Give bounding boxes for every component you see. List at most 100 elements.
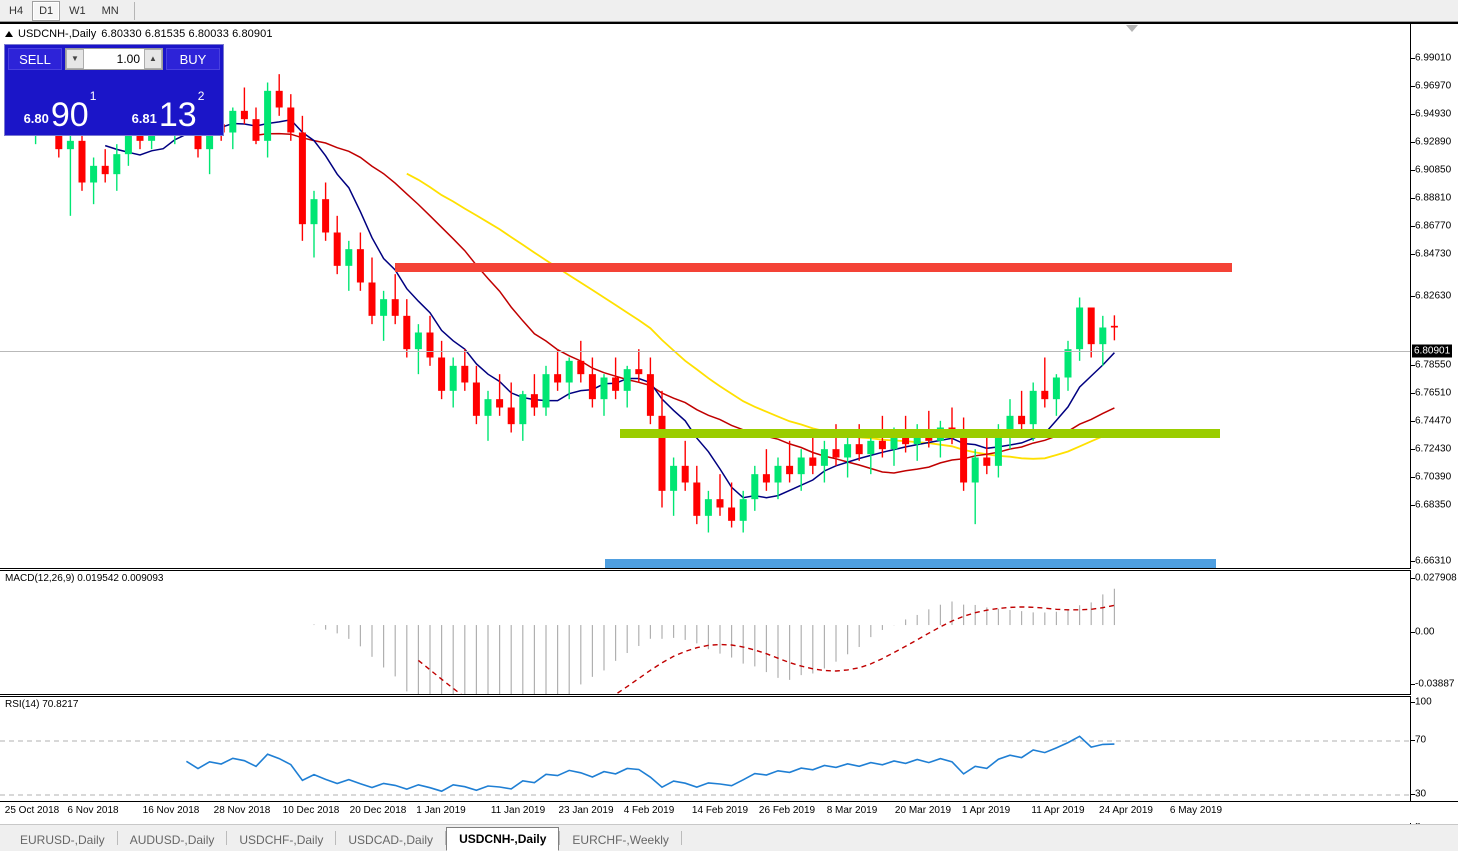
price-pane[interactable] [0,24,1410,569]
price-scale-label: 6.99010 [1415,52,1452,64]
price-scale-tick [1411,449,1415,450]
volume-decrement-icon[interactable]: ▼ [66,49,84,69]
price-scale-tick [1411,254,1415,255]
price-scale-label: 6.72430 [1415,443,1452,455]
rsi-scale-label: 100 [1415,696,1432,708]
oct-toolbar: SELL ▼ 1.00 ▲ BUY [5,45,223,73]
time-scale-label: 20 Mar 2019 [894,805,952,816]
rsi-scale-tick [1411,740,1415,741]
chart-tab-eurchf[interactable]: EURCHF-,Weekly [572,833,669,847]
macd-scale[interactable]: 0.027908 0.00 -0.03887 [1410,570,1458,695]
macd-scale-label: 0.027908 [1415,572,1457,584]
time-scale-label: 4 Feb 2019 [623,805,675,816]
rsi-scale-tick [1411,794,1415,795]
tab-divider [335,831,337,845]
collapse-triangle-icon[interactable] [5,31,13,37]
price-scale-label: 6.78550 [1415,359,1452,371]
macd-scale-tick [1411,578,1415,579]
price-scale-label: 6.92890 [1415,136,1452,148]
price-scale-tick [1411,296,1415,297]
price-scale-tick [1411,142,1415,143]
price-scale-label: 6.68350 [1415,499,1452,511]
chart-tab-audusd[interactable]: AUDUSD-,Daily [129,833,215,847]
price-scale-label: 6.88810 [1415,192,1452,204]
chart-tab-usdcad[interactable]: USDCAD-,Daily [348,833,434,847]
ma-fast [104,118,1115,499]
price-scale-tick [1411,393,1415,394]
price-scale-label: 6.70390 [1415,471,1452,483]
buy-price-button[interactable]: 6.81 13 2 [116,73,220,132]
chart-tab-bar: EURUSD-,Daily AUDUSD-,Daily USDCHF-,Daily U… [0,824,1458,851]
price-scale-label: 6.94930 [1415,108,1452,120]
sell-button[interactable]: SELL [8,48,62,70]
price-scale[interactable]: 6.99010 6.96970 6.94930 6.92890 6.90850 6.888… [1410,24,1458,569]
price-scale-label: 6.76510 [1415,387,1452,399]
price-scale-label: 6.66310 [1415,555,1452,567]
price-scale-label: 6.82630 [1415,290,1452,302]
chart-tab-usdchf[interactable]: USDCHF-,Daily [239,833,324,847]
price-scale-tick [1411,365,1415,366]
price-scale-tick [1411,477,1415,478]
time-scale-label: 1 Apr 2019 [961,805,1011,816]
chart-tab-eurusd[interactable]: EURUSD-,Daily [20,833,105,847]
one-click-trading-panel[interactable]: SELL ▼ 1.00 ▲ BUY 6.80 90 1 6.81 13 2 [4,44,224,136]
chart-ohlc-values: 6.80330 6.81535 6.80033 6.80901 [101,28,273,40]
volume-increment-icon[interactable]: ▲ [144,49,162,69]
volume-value[interactable]: 1.00 [116,52,140,66]
time-scale-label: 24 Apr 2019 [1099,805,1153,816]
sell-price-fraction: 1 [89,89,97,103]
buy-price-pips: 13 [158,96,197,134]
sell-price-integer: 6.80 [23,111,49,126]
price-scale-tick [1411,226,1415,227]
price-scale-label: 6.74470 [1415,415,1452,427]
mid-level-green [620,429,1220,438]
price-scale-tick [1411,58,1415,59]
price-scale-tick [1411,505,1415,506]
tab-divider [445,831,447,845]
time-scale-label: 14 Feb 2019 [691,805,749,816]
timeframe-button-d1[interactable]: D1 [32,0,61,21]
current-price-line [0,351,1410,352]
buy-price-fraction: 2 [197,89,205,103]
time-scale-label: 28 Nov 2018 [213,805,271,816]
macd-chart [313,588,1116,694]
tab-divider [680,831,682,845]
macd-label: MACD(12,26,9) 0.019542 0.009093 [5,573,164,584]
chart-tab-usdcnh[interactable]: USDCNH-,Daily [446,827,560,851]
time-scale[interactable]: 25 Oct 2018 6 Nov 2018 16 Nov 2018 28 Nov 2… [0,801,1458,823]
price-scale-label: 6.90850 [1415,164,1452,176]
macd-scale-tick [1411,684,1415,685]
volume-stepper[interactable]: ▼ 1.00 ▲ [65,48,163,70]
time-scale-label: 6 Nov 2018 [67,805,119,816]
chart-window: USDCNH-,Daily 6.80330 6.81535 6.80033 6.… [0,22,1458,828]
tab-divider [559,831,561,845]
time-scale-label: 11 Apr 2019 [1031,805,1085,816]
price-scale-tick [1411,114,1415,115]
time-scale-label: 23 Jan 2019 [558,805,614,816]
price-scale-tick [1411,170,1415,171]
time-scale-label: 25 Oct 2018 [4,805,60,816]
time-scale-label: 1 Jan 2019 [416,805,466,816]
toolbar-divider [133,1,135,20]
price-scale-tick [1411,561,1415,562]
price-scale-tick [1411,421,1415,422]
rsi-chart [0,735,1410,796]
scroll-position-marker-icon[interactable] [1126,25,1138,32]
timeframe-button-h4[interactable]: H4 [9,4,24,17]
time-scale-label: 20 Dec 2018 [349,805,407,816]
buy-button[interactable]: BUY [166,48,220,70]
price-scale-label: 6.84730 [1415,248,1452,260]
sell-price-pips: 90 [50,96,89,134]
price-scale-tick [1411,198,1415,199]
rsi-scale-label: 70 [1415,734,1427,746]
timeframe-button-mn[interactable]: MN [101,4,119,17]
rsi-scale-tick [1411,702,1415,703]
macd-pane[interactable]: MACD(12,26,9) 0.019542 0.009093 [0,570,1410,695]
price-scale-label: 6.86770 [1415,220,1452,232]
timeframe-button-w1[interactable]: W1 [69,4,86,17]
time-scale-label: 6 May 2019 [1169,805,1223,816]
time-scale-label: 26 Feb 2019 [758,805,816,816]
timeframe-toolbar: H4 D1 W1 MN [0,0,1458,22]
sell-price-button[interactable]: 6.80 90 1 [8,73,112,132]
time-scale-label: 8 Mar 2019 [826,805,878,816]
